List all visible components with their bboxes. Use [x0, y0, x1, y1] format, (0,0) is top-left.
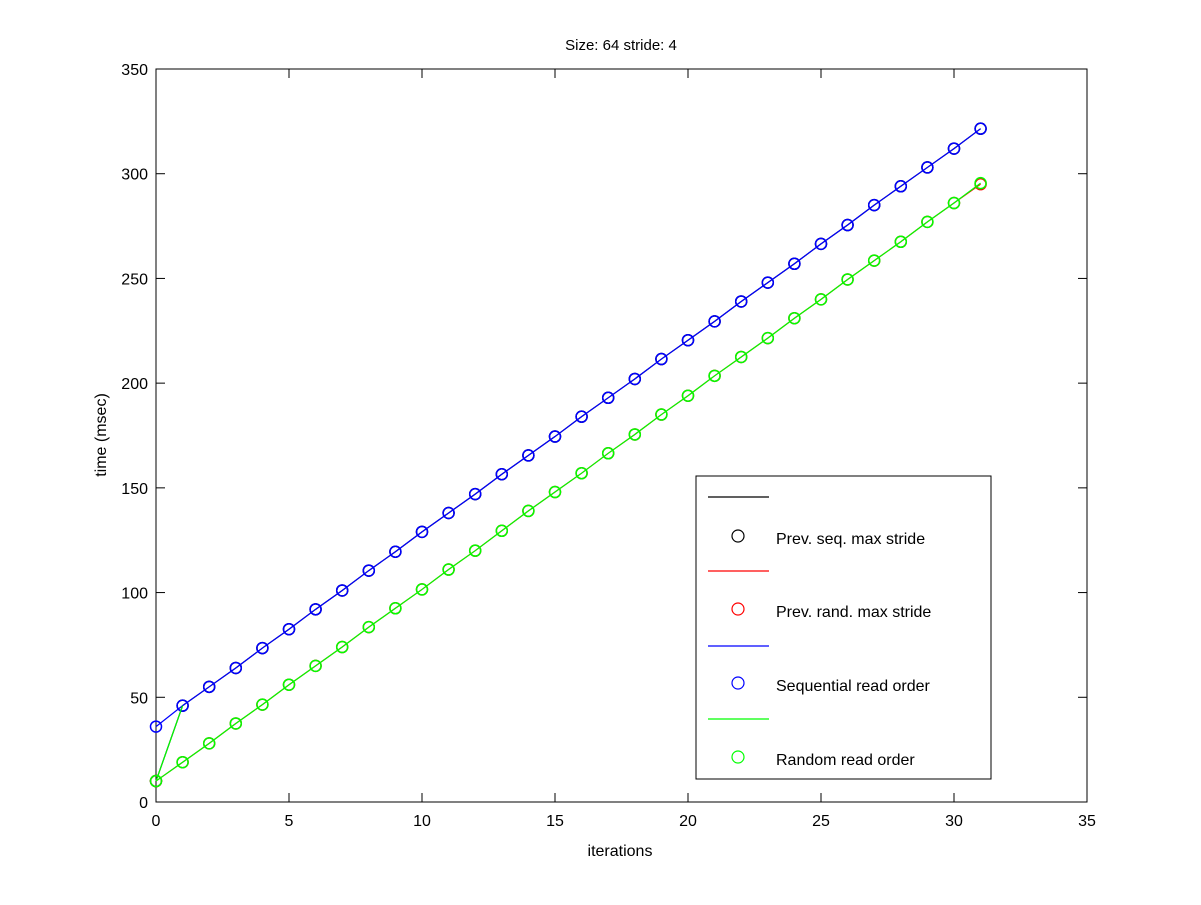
data-point: [415, 525, 429, 539]
data-point: [681, 333, 695, 347]
plot-area: [155, 68, 1088, 803]
data-point: [841, 218, 854, 232]
data-point: [282, 678, 296, 691]
data-point: [415, 583, 429, 596]
data-point: [362, 564, 376, 577]
data-point: [335, 640, 349, 654]
data-point: [894, 235, 908, 249]
data-point: [655, 352, 668, 366]
data-point: [335, 584, 349, 597]
data-point: [202, 680, 216, 694]
data-point: [229, 717, 243, 730]
legend-label: Prev. rand. max stride: [776, 604, 931, 621]
legend-label: Random read order: [776, 752, 915, 769]
y-tick-label: 200: [121, 376, 148, 393]
data-point: [495, 467, 509, 481]
data-point: [655, 408, 668, 421]
data-point: [202, 737, 216, 750]
data-point: [575, 410, 588, 423]
data-point: [309, 603, 322, 616]
data-point: [921, 161, 934, 174]
data-point: [921, 215, 934, 229]
y-tick-label: 250: [121, 271, 148, 288]
legend-marker: [731, 750, 745, 764]
data-point: [575, 466, 588, 480]
legend-marker: [731, 602, 745, 616]
y-tick-label: 0: [139, 795, 148, 812]
data-point: [708, 369, 721, 383]
data-point: [309, 659, 322, 673]
data-point: [708, 315, 721, 328]
data-point: [229, 661, 243, 675]
series-line-extra: [155, 705, 184, 782]
data-point: [841, 273, 854, 286]
x-tick-label: 35: [1078, 813, 1096, 830]
x-tick-label: 5: [285, 813, 294, 830]
data-point: [947, 196, 961, 210]
data-point: [601, 391, 615, 405]
data-point: [442, 506, 455, 520]
y-axis-label: time (msec): [93, 393, 110, 477]
data-point: [282, 622, 296, 636]
data-point: [548, 485, 562, 499]
series-3: [149, 176, 987, 788]
legend: Prev. seq. max stride Prev. rand. max str…: [695, 475, 992, 780]
legend-marker: [731, 676, 745, 690]
data-point: [468, 544, 482, 557]
legend-label: Sequential read order: [776, 678, 931, 695]
data-point: [601, 447, 615, 460]
data-point: [814, 237, 828, 251]
x-tick-label: 30: [945, 813, 963, 830]
data-point: [947, 142, 961, 155]
data-point: [176, 755, 189, 769]
y-tick-label: 350: [121, 62, 148, 79]
data-point: [788, 311, 801, 325]
x-tick-label: 10: [413, 813, 431, 830]
data-point: [149, 720, 163, 733]
data-point: [788, 257, 801, 271]
x-tick-label: 15: [546, 813, 564, 830]
data-point: [974, 122, 987, 135]
data-point: [814, 293, 828, 306]
data-point: [495, 524, 509, 538]
data-point: [681, 389, 695, 402]
x-tick-label: 20: [679, 813, 697, 830]
data-point: [256, 641, 269, 655]
data-point: [362, 620, 376, 634]
data-point: [628, 372, 642, 386]
data-point: [468, 487, 482, 501]
data-point: [522, 504, 535, 518]
data-point: [548, 430, 562, 443]
data-point: [761, 276, 775, 289]
data-point: [867, 254, 881, 267]
x-tick-label: 25: [812, 813, 830, 830]
y-tick-label: 50: [130, 690, 148, 707]
data-point: [389, 602, 402, 615]
y-tick-label: 150: [121, 481, 148, 498]
data-point: [734, 350, 748, 364]
data-point: [734, 295, 748, 308]
data-point: [256, 698, 269, 711]
x-axis-label: iterations: [588, 843, 653, 860]
data-point: [894, 180, 908, 193]
data-point: [761, 331, 775, 345]
data-point: [176, 699, 189, 712]
legend-marker: [731, 529, 745, 543]
data-point: [442, 563, 455, 576]
data-point: [389, 545, 402, 558]
legend-box: [695, 475, 992, 780]
data-point: [522, 449, 535, 462]
y-tick-label: 300: [121, 167, 148, 184]
x-tick-label: 0: [152, 813, 161, 830]
data-point: [628, 428, 642, 441]
series-2: [149, 122, 987, 733]
legend-label: Prev. seq. max stride: [776, 531, 925, 548]
chart-title: Size: 64 stride: 4: [565, 37, 677, 54]
data-point: [149, 774, 163, 788]
data-point: [974, 176, 987, 190]
data-point: [867, 198, 881, 212]
y-tick-label: 100: [121, 586, 148, 603]
